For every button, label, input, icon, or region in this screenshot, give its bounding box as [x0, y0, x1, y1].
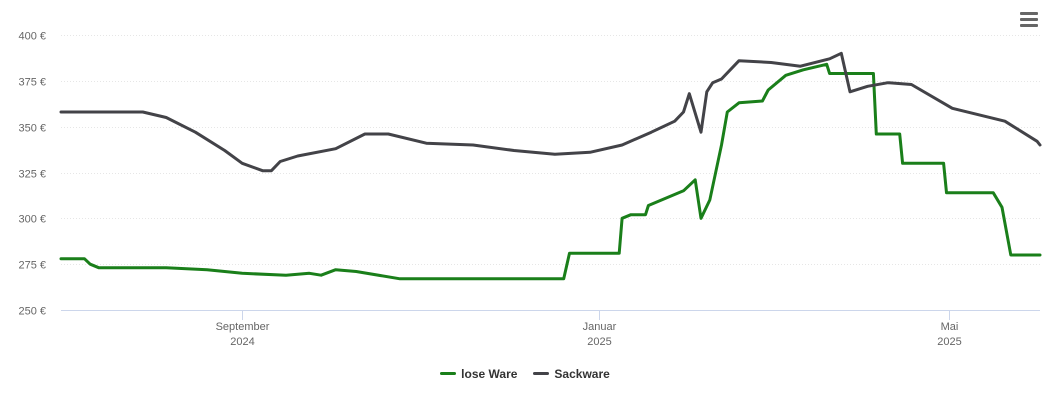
series-lines: [59, 51, 1042, 281]
x-tick-label-month-1: Januar: [583, 321, 617, 333]
legend-item-lose-ware[interactable]: lose Ware: [440, 367, 517, 381]
legend-swatch: [533, 372, 550, 375]
legend-item-sackware[interactable]: Sackware: [533, 366, 610, 381]
y-tick-label-375: 375 €: [18, 77, 46, 89]
series-line-lose-ware: [59, 62, 1042, 281]
hamburger-menu-icon[interactable]: [1020, 12, 1040, 30]
x-axis: September 2024 Januar 2025 Mai 2025: [61, 310, 1040, 348]
y-tick-label-275: 275 €: [18, 260, 46, 272]
x-tick-label-year-0: 2024: [230, 336, 254, 348]
x-tick-label-month-0: September: [216, 321, 270, 333]
y-axis: 250 € 275 € 300 € 325 € 350 € 375 € 400 €: [18, 31, 46, 318]
y-tick-label-350: 350 €: [18, 123, 46, 135]
series-line-sackware: [59, 51, 1042, 173]
x-tick-label-year-2: 2025: [937, 336, 961, 348]
grid-lines: [61, 35, 1040, 265]
x-tick-label-year-1: 2025: [587, 336, 611, 348]
legend-label: Sackware: [554, 366, 610, 381]
y-tick-label-325: 325 €: [18, 169, 46, 181]
legend: lose Ware Sackware: [0, 364, 1050, 381]
y-tick-label-250: 250 €: [18, 306, 46, 318]
legend-swatch: [440, 372, 457, 375]
y-tick-label-300: 300 €: [18, 214, 46, 226]
y-tick-label-400: 400 €: [18, 31, 46, 43]
x-tick-label-month-2: Mai: [941, 321, 959, 333]
legend-label: lose Ware: [461, 366, 518, 381]
